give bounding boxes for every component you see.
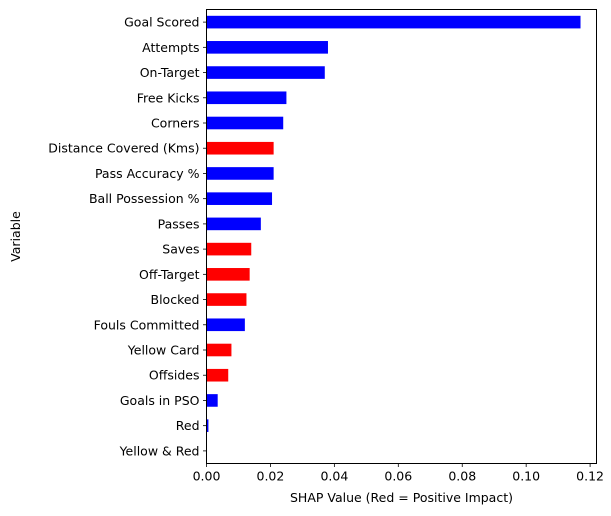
y-tick-label: Fouls Committed xyxy=(94,317,200,332)
y-tick-label: Yellow & Red xyxy=(119,443,200,458)
y-tick-label: Red xyxy=(176,418,200,433)
bar-free-kicks xyxy=(206,91,287,105)
y-tick-label: Pass Accuracy % xyxy=(95,166,200,181)
y-tick-label: Blocked xyxy=(151,292,200,307)
y-tick-label: Free Kicks xyxy=(137,90,200,105)
bar-ball-possession xyxy=(206,192,273,205)
y-tick-label: Distance Covered (Kms) xyxy=(48,141,199,156)
bar-on-target xyxy=(206,66,325,79)
x-tick-label: 0.08 xyxy=(448,469,476,484)
y-tick-label: Ball Possession % xyxy=(89,191,200,206)
y-tick-label: Yellow Card xyxy=(127,343,200,358)
y-tick-label: Saves xyxy=(162,242,199,257)
bar-distance-covered-kms xyxy=(206,141,274,155)
y-tick-label: Passes xyxy=(158,216,200,231)
x-tick-label: 0.00 xyxy=(193,469,221,484)
y-tick-label: Goals in PSO xyxy=(120,393,200,408)
x-tick-label: 0.12 xyxy=(576,469,604,484)
bar-goals-in-pso xyxy=(206,394,218,407)
bar-attempts xyxy=(206,41,328,54)
x-tick-label: 0.10 xyxy=(512,469,540,484)
x-tick-label: 0.04 xyxy=(320,469,348,484)
x-tick-label: 0.02 xyxy=(257,469,285,484)
bar-red xyxy=(206,419,209,432)
bar-offsides xyxy=(206,368,229,382)
bar-blocked xyxy=(206,293,247,306)
bar-saves xyxy=(206,242,252,256)
x-tick-label: 0.06 xyxy=(384,469,412,484)
x-axis-ticks: 0.00 0.02 0.04 0.06 0.08 0.10 0.12 xyxy=(193,463,604,484)
y-axis-label: Variable xyxy=(8,211,23,262)
x-axis-label: SHAP Value (Red = Positive Impact) xyxy=(290,490,513,505)
plot-frame xyxy=(206,9,597,464)
bar-pass-accuracy xyxy=(206,167,274,180)
bar-goal-scored xyxy=(206,15,581,29)
y-tick-label: Offsides xyxy=(149,368,200,383)
bar-corners xyxy=(206,116,284,130)
bar-passes xyxy=(206,217,261,231)
bars-group xyxy=(206,15,581,458)
y-tick-label: Off-Target xyxy=(139,267,200,282)
y-tick-label: On-Target xyxy=(140,65,200,80)
y-tick-label: Goal Scored xyxy=(124,15,199,30)
y-axis-ticks: Goal Scored Attempts On-Target Free Kicks Co… xyxy=(48,15,207,458)
y-tick-label: Corners xyxy=(151,116,200,131)
bar-yellow-card xyxy=(206,343,232,357)
bar-fouls-committed xyxy=(206,318,245,332)
y-tick-label: Attempts xyxy=(142,40,199,55)
bar-off-target xyxy=(206,268,250,281)
